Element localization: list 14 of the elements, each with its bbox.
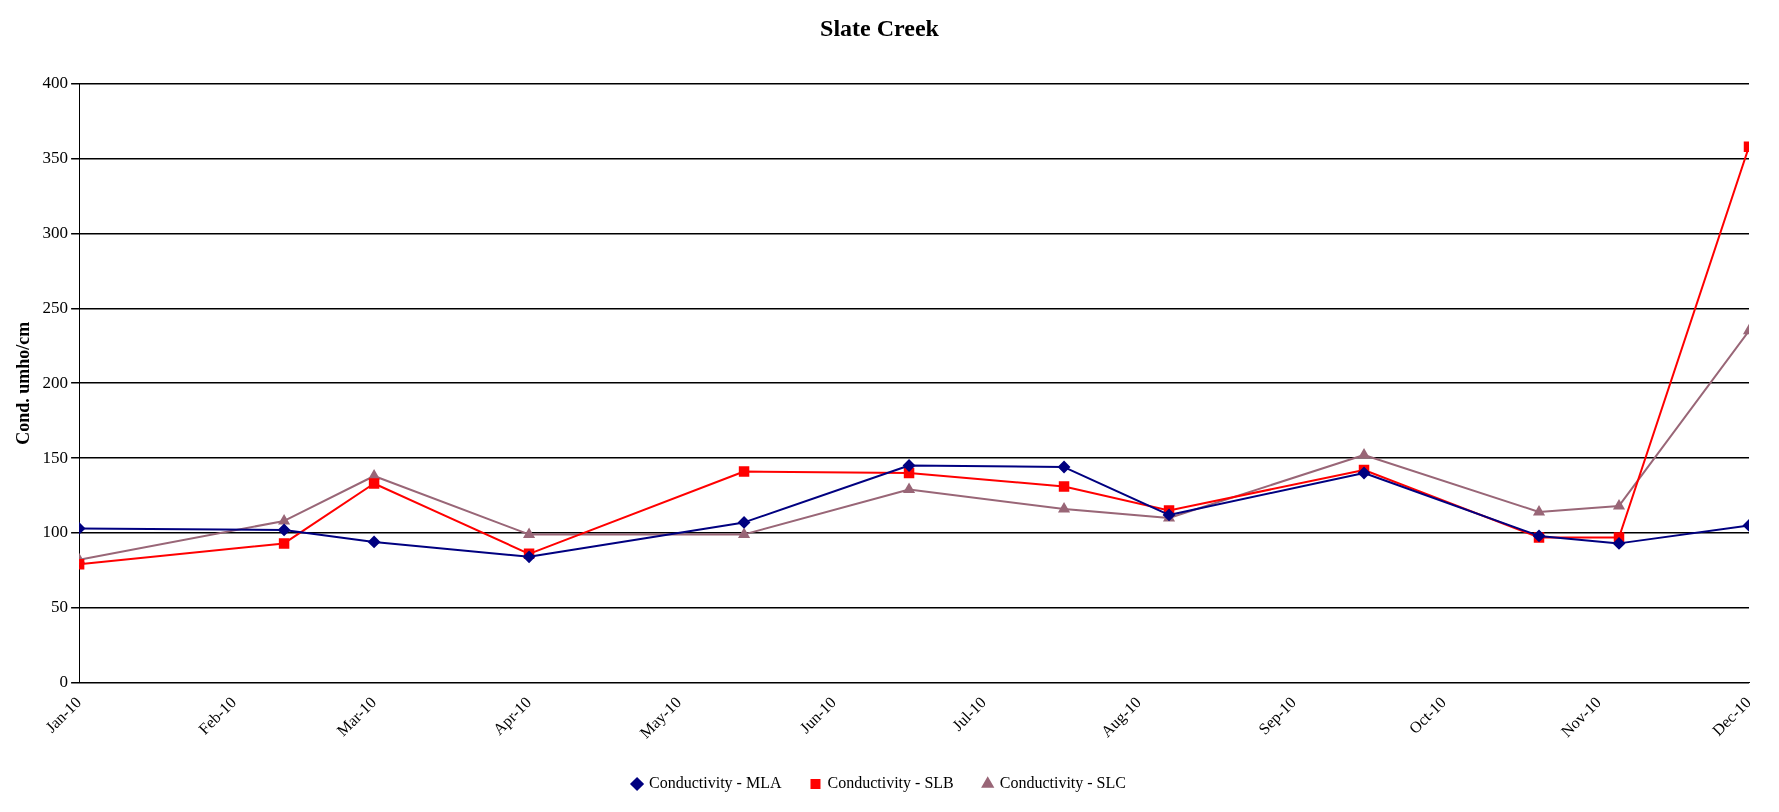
legend-label: Conductivity - MLA <box>649 774 782 793</box>
y-tick-label: 250 <box>42 297 69 317</box>
legend-label: Conductivity - SLC <box>999 774 1126 793</box>
y-tick-label: 400 <box>42 73 69 93</box>
y-tick-label: 50 <box>51 597 69 617</box>
legend-label: Conductivity - SLB <box>827 774 954 793</box>
y-tick-label: 100 <box>42 522 69 542</box>
y-axis-title: Cond. umho/cm <box>13 321 34 445</box>
y-tick-label: 0 <box>59 672 69 692</box>
y-tick-label: 200 <box>42 372 69 392</box>
y-tick-label: 350 <box>42 148 69 168</box>
chart-title: Slate Creek <box>820 14 940 41</box>
y-tick-label: 150 <box>42 447 69 467</box>
y-tick-label: 300 <box>42 222 69 242</box>
